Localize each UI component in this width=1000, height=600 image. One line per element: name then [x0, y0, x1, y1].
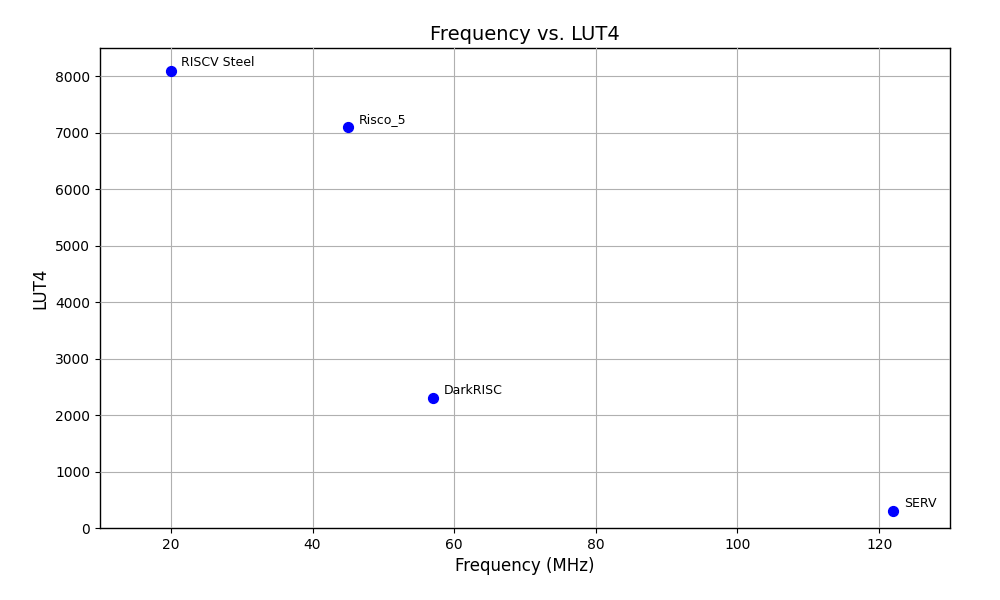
Text: RISCV Steel: RISCV Steel [181, 56, 255, 69]
Title: Frequency vs. LUT4: Frequency vs. LUT4 [430, 25, 620, 44]
Text: DarkRISC: DarkRISC [444, 383, 502, 397]
Point [885, 506, 901, 516]
Text: SERV: SERV [904, 497, 936, 509]
Point [340, 122, 356, 132]
X-axis label: Frequency (MHz): Frequency (MHz) [455, 557, 595, 575]
Point [425, 394, 441, 403]
Text: Risco_5: Risco_5 [359, 113, 406, 125]
Y-axis label: LUT4: LUT4 [32, 268, 50, 308]
Point [163, 66, 179, 76]
